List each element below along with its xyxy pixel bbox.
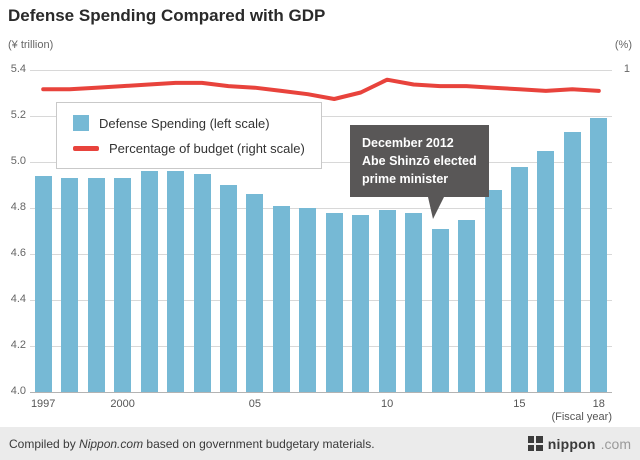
nippon-logo-tld: .com xyxy=(600,435,631,452)
y-tick-4.4: 4.4 xyxy=(10,293,26,305)
gridline-4.2 xyxy=(30,346,612,347)
x-tick-2000: 2000 xyxy=(110,398,135,410)
legend: Defense Spending (left scale) Percentage… xyxy=(56,102,322,169)
defense-spending-bar-2001 xyxy=(140,171,158,392)
gridline-5.4 xyxy=(30,70,612,71)
x-tick-2018: 18 xyxy=(592,398,605,410)
legend-item-line: Percentage of budget (right scale) xyxy=(73,141,305,156)
legend-swatch-line xyxy=(73,146,99,151)
defense-spending-bar-2013 xyxy=(458,219,475,392)
y-tick-4.0: 4.0 xyxy=(10,385,26,397)
gridline-4.8 xyxy=(30,208,612,209)
annotation-line-3: prime minister xyxy=(362,172,449,187)
legend-label-line: Percentage of budget (right scale) xyxy=(109,141,305,156)
defense-spending-bar-2010 xyxy=(378,210,396,392)
y-tick-4.6: 4.6 xyxy=(10,247,26,259)
gridline-4.6 xyxy=(30,254,612,255)
left-axis-unit-label: (¥ trillion) xyxy=(8,39,54,51)
defense-spending-bar-2015 xyxy=(510,166,528,392)
y-tick-4.8: 4.8 xyxy=(10,201,26,213)
legend-item-bars: Defense Spending (left scale) xyxy=(73,115,305,131)
defense-spending-bar-2006 xyxy=(272,205,290,392)
fiscal-year-label: (Fiscal year) xyxy=(551,411,612,423)
defense-spending-bar-2008 xyxy=(325,212,343,392)
defense-spending-bar-2000 xyxy=(114,178,132,392)
defense-spending-bar-2009 xyxy=(352,214,370,392)
defense-spending-bar-2016 xyxy=(537,150,555,392)
page-title: Defense Spending Compared with GDP xyxy=(8,6,326,25)
defense-spending-bar-2004 xyxy=(219,185,237,392)
y-tick-4.2: 4.2 xyxy=(10,339,26,351)
defense-spending-bar-2003 xyxy=(193,173,211,392)
footer-credit: Compiled by Nippon.com based on governme… xyxy=(9,437,375,451)
annotation-callout: December 2012 Abe Shinzō elected prime m… xyxy=(350,125,489,220)
defense-spending-bar-1999 xyxy=(87,178,105,392)
y-tick-5.4: 5.4 xyxy=(10,63,26,75)
right-axis-tick-1: 1 xyxy=(623,63,630,75)
credit-source: Nippon.com xyxy=(79,436,144,451)
x-tick-2010: 10 xyxy=(380,398,394,410)
defense-spending-bar-2018 xyxy=(590,118,608,392)
defense-spending-bar-2005 xyxy=(246,194,264,392)
nippon-logo[interactable]: nippon .com xyxy=(527,435,631,452)
annotation-line-2: Abe Shinzō elected xyxy=(362,154,477,169)
legend-swatch-bars xyxy=(73,115,89,131)
y-tick-5.2: 5.2 xyxy=(10,109,26,121)
right-axis-unit-label: (%) xyxy=(614,39,632,51)
nippon-logo-name: nippon xyxy=(547,435,596,452)
defense-spending-bar-2012 xyxy=(431,228,449,392)
defense-spending-bar-2014 xyxy=(484,189,502,392)
gridline-4.4 xyxy=(30,300,612,301)
defense-spending-bar-2002 xyxy=(167,171,184,392)
credit-prefix: Compiled by xyxy=(9,436,80,451)
credit-suffix: based on government budgetary materials. xyxy=(143,436,375,451)
y-tick-5.0: 5.0 xyxy=(10,155,26,167)
defense-spending-bar-1997 xyxy=(34,175,52,392)
defense-spending-bar-2011 xyxy=(405,212,423,392)
nippon-logo-grid-icon xyxy=(527,436,543,451)
defense-spending-bar-1998 xyxy=(61,178,79,392)
x-tick-2005: 05 xyxy=(248,398,262,410)
gridline-4.0 xyxy=(30,392,612,393)
footer: Compiled by Nippon.com based on governme… xyxy=(0,427,640,460)
x-tick-1997: 1997 xyxy=(30,398,56,410)
x-tick-2015: 15 xyxy=(513,398,526,410)
defense-spending-bar-2017 xyxy=(563,132,581,392)
callout-arrow xyxy=(428,197,444,220)
defense-spending-bar-2007 xyxy=(299,208,317,392)
annotation-line-1: December 2012 xyxy=(362,136,454,150)
legend-label-bars: Defense Spending (left scale) xyxy=(99,115,270,131)
